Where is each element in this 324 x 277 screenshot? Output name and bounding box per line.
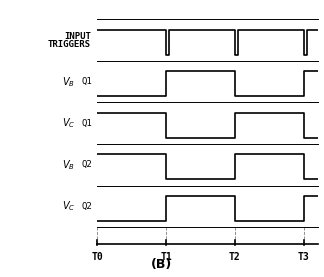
Text: INPUT: INPUT <box>64 32 91 40</box>
Text: (B): (B) <box>151 258 173 271</box>
Text: T3: T3 <box>298 252 310 262</box>
Text: $V_{C}$: $V_{C}$ <box>62 199 75 213</box>
Text: TRIGGERS: TRIGGERS <box>48 40 91 49</box>
Text: $V_{B}$: $V_{B}$ <box>62 158 75 172</box>
Text: Q2: Q2 <box>81 202 92 211</box>
Text: T2: T2 <box>229 252 241 262</box>
Text: Q1: Q1 <box>81 119 92 128</box>
Text: T0: T0 <box>91 252 103 262</box>
Text: Q2: Q2 <box>81 160 92 169</box>
Text: T1: T1 <box>160 252 172 262</box>
Text: $V_{C}$: $V_{C}$ <box>62 116 75 130</box>
Text: Q1: Q1 <box>81 77 92 86</box>
Text: $V_{B}$: $V_{B}$ <box>62 75 75 89</box>
